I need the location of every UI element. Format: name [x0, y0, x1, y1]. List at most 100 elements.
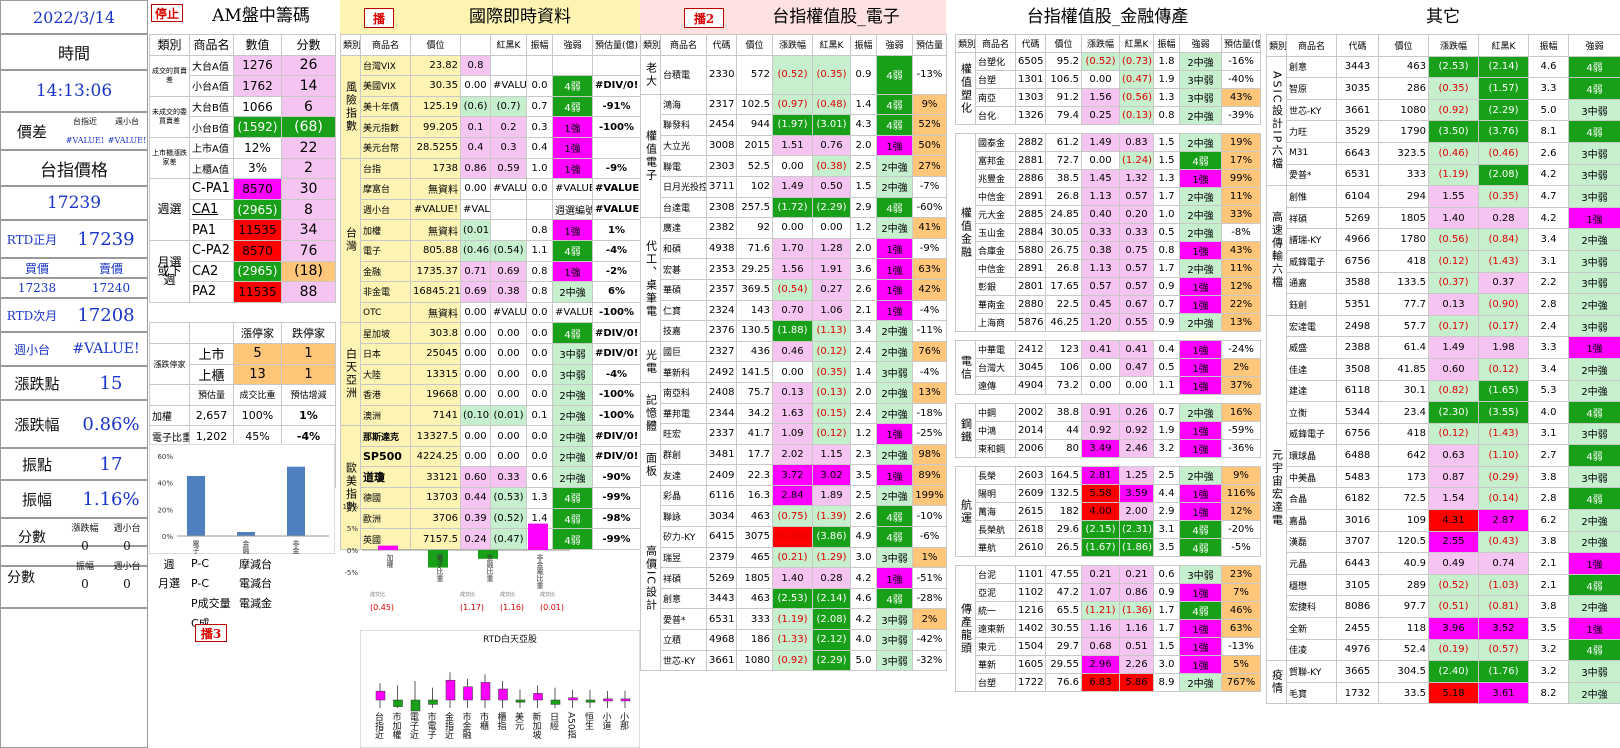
- stock-code: 5269: [706, 567, 737, 589]
- stock-price: 463: [1378, 55, 1429, 79]
- play2-button[interactable]: 播2: [684, 8, 724, 28]
- item-k: 0.3: [490, 136, 527, 159]
- category-cell: 歐美指數: [340, 425, 361, 550]
- stock-amp: 3.3: [1528, 336, 1569, 359]
- table-row: 華航 2610 26.5 (1.67) (1.86) 3.5 4弱 -5%: [956, 538, 1261, 557]
- empty-cell: [976, 557, 1016, 566]
- rtd-main-value: 17239: [77, 228, 135, 250]
- stock-price: 118: [1378, 617, 1429, 640]
- header-cell: 振幅: [850, 34, 877, 56]
- stock-amp: 0.7: [1153, 295, 1180, 314]
- item-vol: 1%: [592, 219, 641, 241]
- stock-change: 5.58: [1081, 484, 1120, 503]
- item-vol: -2%: [592, 260, 641, 283]
- stock-price: 23.4: [1378, 401, 1429, 424]
- stock-price: 44: [1045, 421, 1082, 440]
- stock-price: 123: [1045, 340, 1082, 359]
- table-row: 鋼鐵 中鋼 2002 38.8 0.91 0.26 0.7 2中強 16%: [955, 403, 1261, 458]
- stock-amp: 1.7: [1153, 187, 1180, 206]
- stock-k: (0.56): [1119, 88, 1154, 107]
- item-name: 道瓊: [360, 466, 411, 489]
- stock-change: (0.97): [772, 93, 813, 116]
- stock-k: (2.08): [1478, 163, 1529, 187]
- stock-strength: 1強: [1179, 583, 1222, 602]
- stock-strength: 2中強: [876, 155, 913, 177]
- stock-name: 愛普*: [660, 608, 707, 631]
- stock-amp: 2.6: [850, 278, 877, 301]
- stock-code: 2330: [706, 54, 737, 95]
- table-row: 技嘉 2376 130.5 (1.88) (1.13) 3.4 2中強 -11%: [641, 320, 947, 342]
- empty-cell: [1046, 458, 1082, 467]
- x-tick-label: 金融比重: [486, 553, 494, 582]
- stock-vol: 12%: [1221, 277, 1261, 296]
- item-name: OTC: [360, 301, 411, 324]
- table-row: 週 P-C 摩減台: [149, 554, 335, 574]
- item-change: (0.10): [460, 404, 491, 427]
- item-change: 0.4: [460, 136, 491, 159]
- stock-amp: 2.5: [1153, 466, 1180, 485]
- table-row: 歐洲 3706 0.39 (0.52) 1.4 4弱 -98%: [341, 507, 641, 530]
- stock-strength: 1強: [876, 567, 913, 589]
- stock-k: (1.86): [1119, 538, 1154, 557]
- stock-amp: 2.0: [850, 381, 877, 404]
- vol-pct: 45%: [233, 425, 282, 447]
- stock-change: 0.46: [772, 340, 813, 363]
- item-vol: #DIV/0!: [592, 75, 641, 97]
- stock-name: 華邦電: [660, 402, 707, 425]
- stock-code: 3711: [706, 175, 737, 198]
- stock-strength: 4弱: [1568, 487, 1620, 511]
- header-cell: 漲跌幅: [772, 34, 813, 56]
- stock-strength: 3中弱: [876, 361, 913, 383]
- play3-button[interactable]: 播3: [195, 624, 227, 642]
- play-button[interactable]: 播: [364, 8, 394, 28]
- stock-price: 1080: [1378, 98, 1429, 122]
- stock-change: 3.96: [1428, 617, 1479, 640]
- stop-button[interactable]: 停止: [151, 4, 183, 22]
- stock-price: 186: [736, 629, 773, 651]
- empty-cell: [1154, 125, 1180, 134]
- stock-change: (0.52): [1081, 52, 1120, 71]
- stock-change: 5.18: [1428, 681, 1479, 705]
- volume-share-chart: 60% 40% 20% 0% 電子比重 金融比重 非金電比重: [149, 444, 335, 554]
- stock-name: 通嘉: [1286, 271, 1337, 295]
- stock-code: 2454: [706, 114, 737, 136]
- opt-cell: [149, 613, 189, 633]
- stock-price: 17.65: [1045, 277, 1082, 296]
- empty-cell: [1180, 125, 1222, 134]
- table-row: PA2 11535 88: [150, 281, 336, 303]
- stock-change: (1.67): [1081, 538, 1120, 557]
- stock-code: 2615: [1015, 502, 1046, 521]
- stock-name: 華碩: [660, 278, 707, 301]
- item-amp: 0.1: [526, 404, 553, 427]
- header-cell: 商品名: [660, 34, 707, 56]
- stock-name: 旺宏: [660, 423, 707, 445]
- stock-strength: 2中強: [1568, 509, 1620, 532]
- stock-name: 立積: [660, 629, 707, 651]
- stock-change: 1.54: [1428, 487, 1479, 511]
- stock-strength: 2中強: [1568, 357, 1620, 381]
- stock-price: 120.5: [1378, 530, 1429, 554]
- category-cell: 傳產龍頭: [955, 565, 976, 692]
- stock-amp: 4.3: [850, 114, 877, 136]
- stock-k: (2.29): [812, 196, 851, 219]
- stock-price: 333: [1378, 163, 1429, 187]
- stock-name: 世芯-KY: [1286, 98, 1337, 122]
- item-price: 無資料: [410, 301, 461, 324]
- item-change: 0.86: [460, 157, 491, 180]
- left-cell: [0, 258, 148, 278]
- table-row: 華邦電 2344 34.2 1.63 (0.15) 2.4 2中強 -18%: [641, 402, 947, 425]
- stock-k: (3.86): [812, 526, 851, 548]
- header-cell: 商品名: [189, 34, 234, 56]
- item-name: 星加坡: [360, 322, 411, 344]
- stock-strength: 2中強: [1179, 205, 1222, 224]
- item-change: 0.00: [460, 322, 491, 344]
- item-name: 台指: [360, 157, 411, 180]
- stock-price: 41.7: [736, 423, 773, 445]
- spacer-row: [956, 332, 1261, 341]
- stock-change: 2.02: [772, 443, 813, 466]
- spread-v2: #VALUE!: [107, 136, 147, 145]
- stock-vol: 13%: [912, 381, 947, 404]
- stock-vol: 9%: [1221, 466, 1261, 485]
- item-strength: 4弱: [552, 75, 593, 97]
- stock-name: 全新: [1286, 617, 1337, 640]
